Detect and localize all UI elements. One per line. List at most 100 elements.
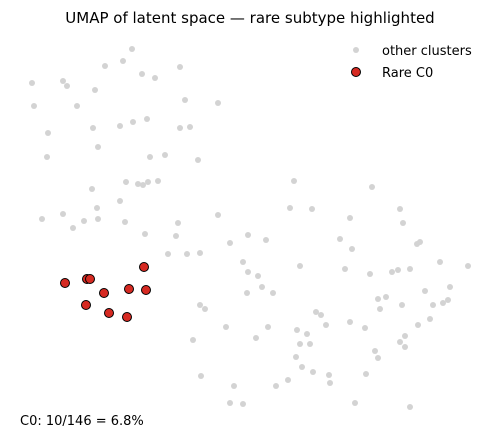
point-other-clusters [307, 341, 313, 347]
points-layer [29, 46, 471, 410]
point-other-clusters [244, 290, 250, 296]
point-other-clusters [240, 401, 246, 407]
point-other-clusters [94, 205, 100, 211]
point-other-clusters [215, 100, 221, 106]
point-other-clusters [245, 269, 251, 275]
point-other-clusters [297, 263, 303, 269]
point-other-clusters [187, 124, 193, 130]
point-other-clusters [90, 125, 96, 131]
point-other-clusters [326, 372, 332, 378]
point-rare-c0 [141, 285, 151, 295]
legend-marker-rare-c0 [351, 67, 361, 77]
point-other-clusters [70, 225, 76, 231]
point-other-clusters [437, 259, 443, 265]
point-other-clusters [375, 355, 381, 361]
point-other-clusters [120, 58, 126, 64]
point-other-clusters [64, 83, 70, 89]
point-other-clusters [369, 184, 375, 190]
point-other-clusters [81, 218, 87, 224]
point-other-clusters [142, 231, 148, 237]
point-other-clusters [39, 216, 45, 222]
point-other-clusters [399, 302, 405, 308]
legend-label-rare-c0: Rare C0 [382, 66, 433, 81]
point-other-clusters [347, 215, 353, 221]
point-other-clusters [74, 103, 80, 109]
point-other-clusters [347, 319, 353, 325]
point-other-clusters [259, 284, 265, 290]
point-other-clusters [92, 87, 98, 93]
point-other-clusters [465, 263, 471, 269]
legend-label-other-clusters: other clusters [382, 44, 472, 59]
point-other-clusters [31, 103, 37, 109]
point-other-clusters [407, 404, 413, 410]
point-other-clusters [375, 296, 381, 302]
point-other-clusters [318, 312, 324, 318]
point-other-clusters [177, 64, 183, 70]
point-other-clusters [182, 97, 188, 103]
point-other-clusters [417, 239, 423, 245]
point-other-clusters [352, 400, 358, 406]
point-other-clusters [165, 251, 171, 257]
point-other-clusters [240, 259, 246, 265]
point-other-clusters [415, 322, 421, 328]
point-other-clusters [227, 240, 233, 246]
point-other-clusters [291, 178, 297, 184]
point-other-clusters [427, 316, 433, 322]
point-other-clusters [123, 179, 129, 185]
point-other-clusters [215, 212, 221, 218]
point-other-clusters [140, 182, 146, 188]
point-other-clusters [440, 300, 446, 306]
point-other-clusters [29, 80, 35, 86]
point-other-clusters [383, 294, 389, 300]
point-other-clusters [402, 344, 408, 350]
point-other-clusters [190, 337, 196, 343]
point-other-clusters [255, 273, 261, 279]
legend: other clusters Rare C0 [351, 44, 472, 81]
point-other-clusters [223, 324, 229, 330]
point-other-clusters [372, 348, 378, 354]
point-other-clusters [309, 206, 315, 212]
point-rare-c0 [122, 312, 132, 322]
point-other-clusters [397, 339, 403, 345]
point-rare-c0 [124, 284, 134, 294]
point-rare-c0 [60, 278, 70, 288]
point-other-clusters [155, 178, 161, 184]
point-other-clusters [195, 157, 201, 163]
chart-title: UMAP of latent space — rare subtype high… [65, 9, 434, 27]
point-other-clusters [60, 78, 66, 84]
point-other-clusters [197, 250, 203, 256]
point-other-clusters [253, 335, 259, 341]
point-other-clusters [145, 179, 151, 185]
point-other-clusters [287, 205, 293, 211]
point-other-clusters [95, 216, 101, 222]
point-other-clusters [327, 380, 333, 386]
point-rare-c0 [81, 300, 91, 310]
point-other-clusters [395, 267, 401, 273]
point-other-clusters [45, 130, 51, 136]
point-other-clusters [184, 251, 190, 257]
point-other-clusters [400, 220, 406, 226]
point-other-clusters [202, 306, 208, 312]
point-other-clusters [144, 116, 150, 122]
point-other-clusters [130, 119, 136, 125]
point-other-clusters [430, 302, 436, 308]
point-other-clusters [445, 297, 451, 303]
point-rare-c0 [139, 262, 149, 272]
point-other-clusters [349, 246, 355, 252]
point-other-clusters [447, 284, 453, 290]
point-other-clusters [139, 71, 145, 77]
point-other-clusters [397, 206, 403, 212]
point-other-clusters [342, 266, 348, 272]
point-other-clusters [245, 232, 251, 238]
point-other-clusters [323, 322, 329, 328]
point-other-clusters [422, 288, 428, 294]
point-other-clusters [363, 371, 369, 377]
point-other-clusters [285, 377, 291, 383]
point-other-clusters [313, 309, 319, 315]
point-rare-c0 [104, 308, 114, 318]
point-other-clusters [389, 269, 395, 275]
point-other-clusters [377, 306, 383, 312]
point-rare-c0 [85, 274, 95, 284]
point-other-clusters [60, 211, 66, 217]
